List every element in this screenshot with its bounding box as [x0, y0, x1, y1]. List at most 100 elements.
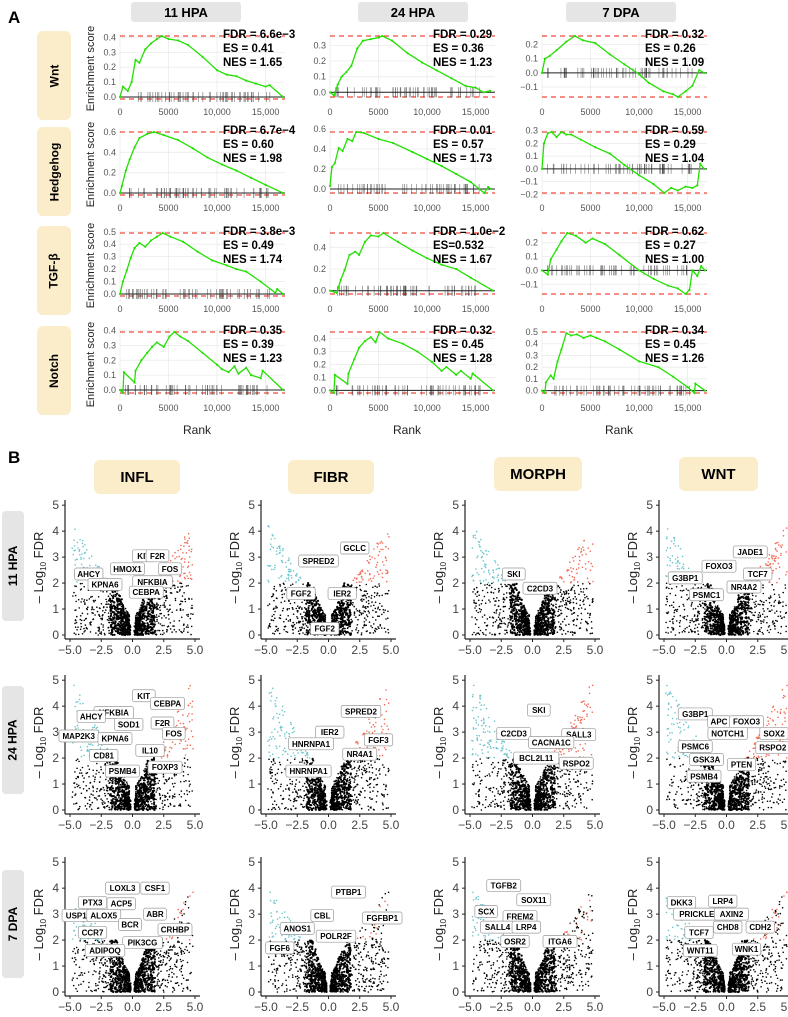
down-gene-point: [288, 557, 290, 559]
up-gene-point: [374, 557, 376, 560]
ns-gene-point: [537, 610, 540, 612]
up-gene-point: [352, 579, 355, 581]
up-gene-point: [357, 573, 359, 576]
ns-gene-point: [290, 584, 292, 587]
down-gene-point: [268, 565, 271, 567]
ns-gene-point: [275, 625, 278, 628]
ns-gene-point: [151, 623, 154, 626]
down-gene-point: [478, 541, 481, 543]
ns-gene-point: [116, 600, 119, 603]
ns-gene-point: [377, 615, 379, 617]
ns-gene-point: [589, 613, 591, 615]
up-gene-point: [577, 563, 580, 565]
ns-gene-point: [310, 614, 313, 617]
gene-label-text: GCLC: [343, 544, 366, 553]
ns-gene-point: [120, 632, 123, 635]
up-gene-point: [188, 549, 190, 551]
up-gene-point: [179, 575, 181, 577]
ns-gene-point: [283, 620, 285, 623]
ns-gene-point: [374, 630, 377, 633]
ns-gene-point: [319, 618, 322, 622]
es-point: [160, 34, 163, 38]
ns-gene-point: [135, 620, 138, 624]
ns-gene-point: [367, 606, 369, 608]
x-tick-label: 0: [117, 107, 122, 117]
ns-gene-point: [550, 603, 553, 605]
ns-gene-point: [109, 614, 112, 618]
down-gene-point: [472, 574, 475, 577]
up-gene-point: [379, 542, 381, 544]
ns-gene-point: [480, 608, 483, 611]
ns-gene-point: [508, 592, 511, 594]
ns-gene-point: [365, 624, 368, 626]
ns-gene-point: [351, 620, 354, 622]
ns-gene-point: [582, 591, 585, 593]
up-gene-point: [577, 567, 580, 569]
down-gene-point: [98, 565, 100, 568]
ns-gene-point: [286, 609, 289, 611]
gene-label-text: FGF2: [291, 589, 312, 598]
ns-gene-point: [560, 609, 562, 612]
down-gene-point: [497, 574, 500, 576]
ns-gene-point: [123, 611, 126, 614]
ns-gene-point: [491, 633, 493, 636]
ns-gene-point: [280, 590, 283, 592]
y-tick-label: 3: [248, 550, 255, 564]
ns-gene-point: [338, 617, 340, 620]
gene-label-text: FOS: [162, 565, 179, 574]
row-strip-hedgehog: Hedgehog: [37, 127, 71, 216]
ns-gene-point: [503, 622, 505, 624]
y-axis-label: Enrichment score: [85, 26, 97, 112]
up-gene-point: [372, 577, 375, 580]
ns-gene-point: [474, 617, 477, 619]
ns-gene-point: [105, 609, 107, 611]
gsea-grid: 0.0 0.1 0.2 0.3 0.4 0 5000 10,000 15,000 FDR = 6.…: [85, 26, 707, 413]
ns-gene-point: [569, 631, 572, 633]
down-gene-point: [74, 528, 76, 530]
gsea-panel-wnt-7dpa: −0.1 0.0 0.1 0.2 0 5000 10,000 15,000 FDR = 0.32…: [520, 29, 707, 117]
ns-gene-point: [358, 610, 360, 613]
ns-gene-point: [476, 632, 478, 635]
ns-gene-point: [347, 603, 350, 606]
ns-gene-point: [83, 600, 85, 603]
ns-gene-point: [296, 617, 299, 620]
down-gene-point: [478, 573, 480, 576]
ns-gene-point: [333, 610, 335, 613]
ns-gene-point: [485, 628, 487, 631]
down-gene-point: [481, 555, 484, 558]
ns-gene-point: [94, 614, 96, 616]
down-gene-point: [284, 561, 287, 564]
es-point: [268, 83, 271, 87]
gene-label: HMOX1: [110, 562, 145, 576]
ns-gene-point: [108, 632, 110, 634]
ns-gene-point: [557, 585, 560, 588]
es-point: [662, 90, 665, 93]
ns-gene-point: [308, 611, 311, 614]
ns-gene-point: [302, 624, 305, 626]
ns-gene-point: [120, 598, 123, 601]
ns-gene-point: [562, 620, 564, 623]
ns-gene-point: [571, 634, 574, 636]
ns-gene-point: [535, 615, 538, 618]
ns-gene-point: [534, 619, 537, 621]
x-tick-label: 2.5: [155, 643, 172, 657]
x-tick-label: 5000: [159, 203, 179, 213]
ns-gene-point: [575, 624, 578, 627]
ns-gene-point: [269, 623, 271, 625]
ns-gene-point: [93, 608, 95, 611]
down-gene-point: [269, 543, 272, 545]
up-gene-point: [381, 572, 384, 575]
gene-label-text: IER2: [333, 589, 351, 598]
ns-gene-point: [159, 609, 161, 611]
up-gene-point: [178, 555, 180, 558]
ns-gene-point: [162, 604, 164, 606]
down-gene-point: [482, 560, 485, 562]
y-tick-label: 0.2: [103, 168, 116, 178]
ns-gene-point: [308, 605, 311, 607]
ns-gene-point: [384, 609, 387, 611]
ns-gene-point: [342, 631, 345, 634]
ns-gene-point: [106, 601, 108, 603]
ns-gene-point: [505, 629, 508, 632]
ns-gene-point: [486, 583, 489, 586]
down-gene-point: [295, 581, 297, 584]
